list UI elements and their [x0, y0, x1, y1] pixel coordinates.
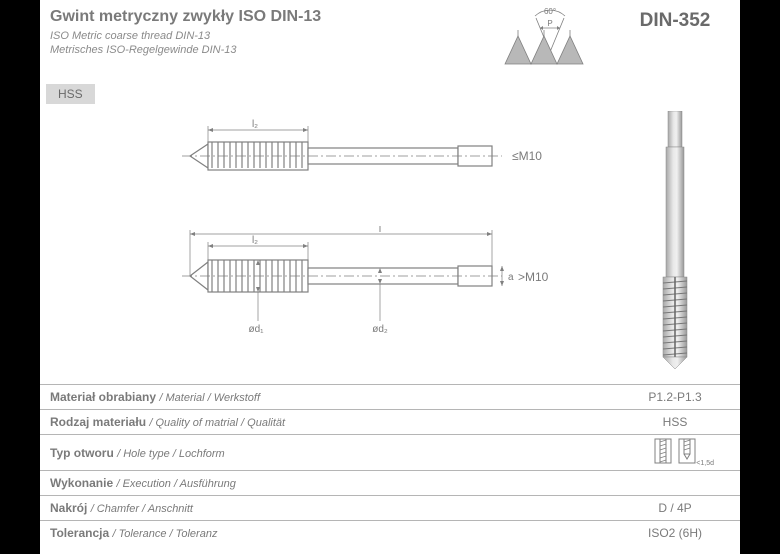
thread-pitch-label: P [547, 19, 552, 28]
spec-row: Wykonanie / Execution / Ausführung [40, 471, 740, 496]
dim-l: l [379, 226, 381, 235]
spec-label: Typ otworu / Hole type / Lochform [40, 435, 610, 471]
spec-label-sub: / Hole type / Lochform [117, 448, 225, 460]
spec-label-main: Typ otworu [50, 446, 117, 460]
din-standard-label: DIN-352 [640, 10, 711, 32]
spec-label-main: Materiał obrabiany [50, 390, 159, 404]
spec-value [610, 471, 740, 496]
dim-d2: ød₂ [372, 324, 388, 335]
hole-depth-label: <1,5d [696, 460, 714, 467]
title-block: Gwint metryczny zwykły ISO DIN-13 ISO Me… [40, 0, 490, 78]
title-main: Gwint metryczny zwykły ISO DIN-13 [50, 8, 480, 26]
spec-value: ISO2 (6H) [610, 521, 740, 546]
spec-label-main: Tolerancja [50, 526, 112, 540]
spec-row: Tolerancja / Tolerance / ToleranzISO2 (6… [40, 521, 740, 546]
tap-drawing-small: l₂ ≤M10 [160, 116, 560, 196]
size-label-small: ≤M10 [512, 149, 542, 163]
spec-label-main: Wykonanie [50, 476, 116, 490]
hole-type-icons: <1,5d [654, 438, 696, 464]
spec-label-sub: / Material / Werkstoff [159, 392, 260, 404]
tap-drawing-large: l₂ l ød₁ ød₂ a >M10 [160, 226, 560, 346]
spec-label: Rodzaj materiału / Quality of matrial / … [40, 410, 610, 435]
blind-hole-icon [678, 438, 696, 464]
spec-value: D / 4P [610, 496, 740, 521]
dim-d1: ød₁ [248, 324, 264, 335]
dim-l2-bot: l₂ [252, 235, 258, 246]
spec-label: Wykonanie / Execution / Ausführung [40, 471, 610, 496]
technical-drawing: l₂ ≤M10 [110, 78, 610, 384]
product-image-column [610, 78, 740, 384]
left-column: HSS [40, 78, 110, 384]
title-sub-en: ISO Metric coarse thread DIN-13 [50, 29, 480, 43]
thread-angle-label: 60° [544, 7, 556, 16]
spec-row: Rodzaj materiału / Quality of matrial / … [40, 410, 740, 435]
spec-label: Tolerancja / Tolerance / Toleranz [40, 521, 610, 546]
spec-row: Materiał obrabiany / Material / Werkstof… [40, 385, 740, 410]
size-label-large: >M10 [518, 270, 549, 284]
spec-label-sub: / Chamfer / Anschnitt [91, 503, 193, 515]
spec-label-sub: / Execution / Ausführung [116, 478, 235, 490]
spec-label-main: Nakrój [50, 501, 91, 515]
spec-label-sub: / Quality of matrial / Qualität [149, 417, 285, 429]
datasheet-page: Gwint metryczny zwykły ISO DIN-13 ISO Me… [40, 0, 740, 554]
spec-row: Typ otworu / Hole type / Lochform <1,5d [40, 435, 740, 471]
thread-profile-diagram: 60° P [490, 0, 610, 78]
spec-label: Nakrój / Chamfer / Anschnitt [40, 496, 610, 521]
tap-product-icon [650, 111, 700, 371]
mid-row: HSS [40, 78, 740, 384]
header-row: Gwint metryczny zwykły ISO DIN-13 ISO Me… [40, 0, 740, 78]
dim-a: a [508, 272, 514, 283]
spec-table: Materiał obrabiany / Material / Werkstof… [40, 384, 740, 545]
spec-label-sub: / Tolerance / Toleranz [112, 528, 217, 540]
din-standard-block: DIN-352 [610, 0, 740, 78]
through-hole-icon [654, 438, 672, 464]
spec-value: <1,5d [610, 435, 740, 471]
spec-label-main: Rodzaj materiału [50, 415, 149, 429]
spec-label: Materiał obrabiany / Material / Werkstof… [40, 385, 610, 410]
hss-material-tag: HSS [46, 84, 95, 104]
spec-row: Nakrój / Chamfer / AnschnittD / 4P [40, 496, 740, 521]
title-sub-de: Metrisches ISO-Regelgewinde DIN-13 [50, 43, 480, 57]
spec-value: HSS [610, 410, 740, 435]
dim-l2-top: l₂ [252, 119, 258, 130]
spec-value: P1.2-P1.3 [610, 385, 740, 410]
